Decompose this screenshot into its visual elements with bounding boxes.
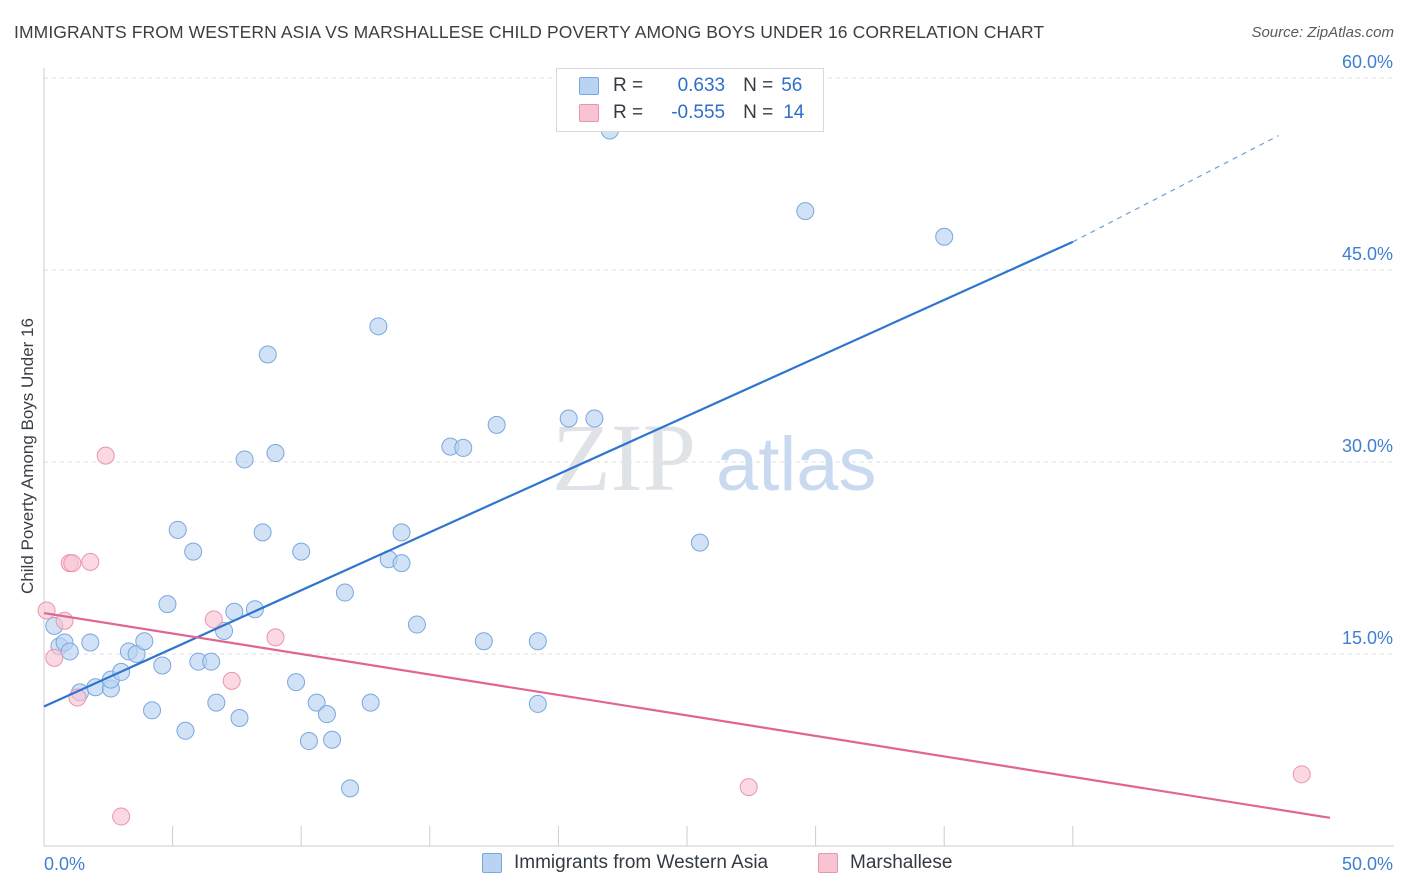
- point-western-asia: [341, 779, 360, 798]
- point-western-asia: [474, 632, 493, 651]
- legend-n-label: N =: [743, 75, 774, 96]
- label-layer: 15.0% 30.0% 45.0% 60.0% 0.0% 50.0%: [44, 52, 1393, 874]
- y-axis-title: Child Poverty Among Boys Under 16: [18, 318, 37, 594]
- point-western-asia: [369, 317, 388, 336]
- point-western-asia: [935, 227, 954, 246]
- point-western-asia: [202, 652, 221, 671]
- legend-swatch-pink: [579, 104, 599, 122]
- point-western-asia: [299, 732, 318, 751]
- source-label: Source: ZipAtlas.com: [1251, 24, 1394, 41]
- legend-n-value: 14: [783, 102, 805, 123]
- legend-swatch-blue: [579, 77, 599, 95]
- point-marshallese: [222, 671, 241, 690]
- correlation-legend: R = 0.633 N = 56 R = -0.555 N = 14: [556, 68, 824, 132]
- trend-line-western-asia-extension: [1072, 135, 1279, 243]
- point-western-asia: [796, 202, 815, 221]
- point-western-asia: [81, 633, 100, 652]
- point-marshallese: [37, 601, 56, 620]
- trend-line-western-asia: [43, 240, 1074, 708]
- point-western-asia: [307, 693, 326, 712]
- point-western-asia: [335, 583, 354, 602]
- point-marshallese: [81, 552, 100, 571]
- series-legend: Immigrants from Western Asia Marshallese: [0, 852, 1406, 878]
- point-western-asia: [407, 615, 426, 634]
- point-western-asia: [266, 444, 285, 463]
- point-western-asia: [559, 409, 578, 428]
- point-western-asia: [392, 554, 411, 573]
- series-legend-western-asia: Immigrants from Western Asia: [482, 852, 768, 874]
- point-western-asia: [176, 721, 195, 740]
- point-western-asia: [487, 415, 506, 434]
- point-western-asia: [287, 673, 306, 692]
- legend-n-value: 56: [781, 75, 803, 96]
- point-western-asia: [230, 709, 249, 727]
- trend-line-marshallese: [43, 611, 1331, 819]
- point-western-asia: [253, 523, 272, 542]
- point-western-asia: [528, 632, 547, 651]
- point-marshallese: [266, 628, 285, 647]
- y-tick-label: 30.0%: [1342, 436, 1393, 456]
- trend-layer: [43, 135, 1331, 819]
- series-swatch-blue: [482, 853, 502, 873]
- point-western-asia: [143, 701, 162, 720]
- series-swatch-pink: [818, 853, 838, 873]
- point-marshallese: [739, 778, 758, 797]
- point-western-asia: [158, 595, 177, 614]
- legend-r-value: 0.633: [677, 75, 726, 96]
- legend-row-western-asia: R = 0.633 N = 56: [579, 73, 802, 99]
- y-tick-label: 15.0%: [1342, 628, 1393, 648]
- legend-r-label: R =: [613, 75, 644, 96]
- point-western-asia: [392, 523, 411, 542]
- y-tick-label: 45.0%: [1342, 244, 1393, 264]
- legend-r-label: R =: [613, 102, 644, 123]
- point-marshallese: [112, 807, 131, 826]
- point-western-asia: [184, 542, 203, 561]
- legend-n-label: N =: [743, 102, 774, 123]
- point-western-asia: [690, 533, 709, 552]
- point-marshallese: [45, 648, 64, 667]
- point-western-asia: [317, 705, 336, 724]
- point-western-asia: [528, 694, 547, 713]
- legend-row-marshallese: R = -0.555 N = 14: [579, 100, 804, 126]
- chart-title: IMMIGRANTS FROM WESTERN ASIA VS MARSHALL…: [14, 22, 1045, 42]
- point-western-asia: [207, 693, 226, 712]
- series-legend-marshallese: Marshallese: [818, 852, 952, 874]
- point-western-asia: [258, 345, 277, 364]
- point-western-asia: [168, 520, 187, 539]
- x-tick-label-max: 50.0%: [1342, 854, 1393, 874]
- point-marshallese: [63, 554, 82, 573]
- point-western-asia: [60, 642, 79, 661]
- point-marshallese: [96, 446, 115, 465]
- legend-r-value: -0.555: [671, 102, 726, 123]
- point-western-asia: [135, 632, 154, 651]
- point-western-asia: [292, 542, 311, 561]
- watermark-atlas: atlas: [716, 422, 877, 507]
- series-label: Marshallese: [850, 852, 953, 873]
- point-western-asia: [235, 450, 254, 469]
- y-tick-label: 60.0%: [1342, 52, 1393, 72]
- point-marshallese: [1292, 765, 1311, 784]
- point-western-asia: [361, 693, 380, 712]
- point-marshallese: [204, 610, 223, 629]
- axis-layer: [43, 68, 1394, 847]
- point-western-asia: [323, 730, 342, 749]
- series-label: Immigrants from Western Asia: [514, 852, 769, 873]
- point-western-asia: [585, 409, 604, 428]
- point-western-asia: [454, 438, 473, 457]
- x-tick-label-min: 0.0%: [44, 854, 85, 874]
- point-western-asia: [153, 656, 172, 675]
